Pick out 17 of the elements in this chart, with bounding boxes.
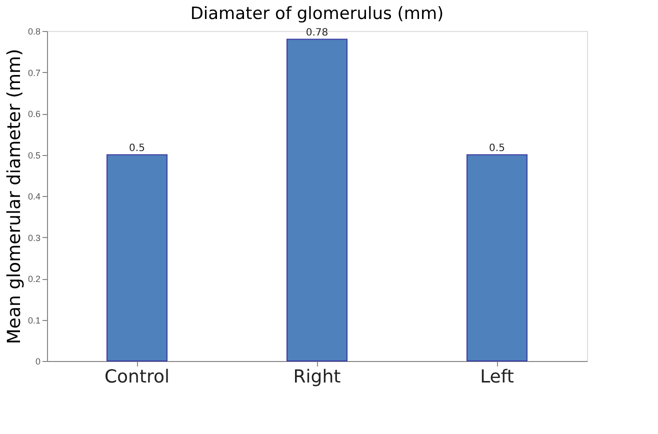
y-axis-title: Mean glomerular diameter (mm)	[4, 48, 25, 344]
y-tick-label: 0.3	[28, 232, 40, 243]
data-label: 0.78	[306, 27, 328, 38]
data-label: 0.5	[129, 142, 145, 154]
y-tick-label: 0	[35, 356, 40, 366]
y-tick-label: 0.5	[28, 150, 40, 160]
y-tick-label: 0.8	[28, 26, 40, 36]
y-tick-label: 0.6	[28, 109, 40, 119]
y-tick-label: 0.1	[28, 315, 40, 326]
y-tick-label: 0.7	[28, 68, 40, 78]
x-tick-label: Right	[293, 366, 341, 388]
x-tick-label: Control	[104, 366, 170, 388]
x-tick-label: Left	[480, 366, 514, 388]
y-tick-label: 0.4	[28, 192, 40, 202]
data-label: 0.5	[489, 142, 505, 154]
chart-title: Diamater of glomerulus (mm)	[190, 4, 444, 24]
y-tick-label: 0.2	[28, 274, 40, 284]
